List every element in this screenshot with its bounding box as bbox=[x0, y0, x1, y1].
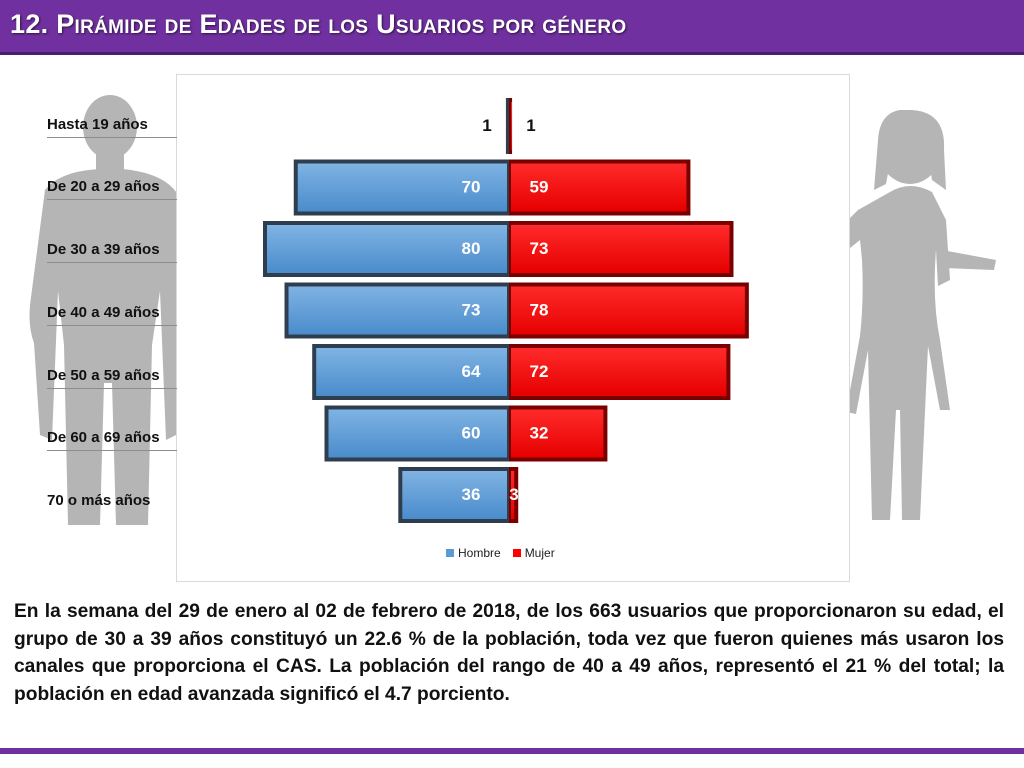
data-label-hombre-1: 70 bbox=[462, 178, 481, 197]
category-label-3: De 40 a 49 años bbox=[47, 304, 160, 321]
category-label-6: 70 o más años bbox=[47, 492, 151, 509]
legend-swatch-hombre bbox=[446, 549, 454, 557]
category-label-2: De 30 a 39 años bbox=[47, 241, 160, 258]
woman-silhouette-icon bbox=[766, 110, 996, 520]
bar-hombre-2 bbox=[267, 225, 507, 273]
footer-bar bbox=[0, 748, 1024, 754]
category-label-5: De 60 a 69 años bbox=[47, 429, 160, 446]
data-label-mujer-5: 32 bbox=[530, 424, 549, 443]
bar-hombre-3 bbox=[288, 286, 507, 335]
bar-frame-hombre-0 bbox=[505, 98, 509, 154]
data-label-hombre-5: 60 bbox=[462, 424, 481, 443]
category-label-4: De 50 a 59 años bbox=[47, 367, 160, 384]
bar-hombre-5 bbox=[328, 409, 507, 458]
legend-item-mujer: Mujer bbox=[512, 546, 555, 560]
data-label-hombre-3: 73 bbox=[462, 301, 481, 320]
category-rule-5 bbox=[47, 450, 177, 451]
data-label-mujer-1: 59 bbox=[530, 178, 549, 197]
bar-mujer-3 bbox=[511, 286, 745, 335]
data-label-mujer-3: 78 bbox=[530, 301, 549, 320]
chart-legend: Hombre Mujer bbox=[446, 546, 555, 560]
category-rule-3 bbox=[47, 325, 177, 326]
category-label-0: Hasta 19 años bbox=[47, 116, 148, 133]
bar-hombre-6 bbox=[402, 471, 507, 519]
data-label-mujer-4: 72 bbox=[530, 362, 549, 381]
man-silhouette-icon bbox=[29, 95, 191, 525]
bar-mujer-4 bbox=[511, 348, 727, 396]
data-label-hombre-0: 1 bbox=[482, 116, 491, 135]
category-rule-4 bbox=[47, 388, 177, 389]
data-label-hombre-4: 64 bbox=[462, 362, 481, 381]
legend-item-hombre: Hombre bbox=[446, 546, 501, 560]
bar-frame-mujer-0 bbox=[509, 98, 513, 154]
title-bar: 12. Pirámide de Edades de los Usuarios p… bbox=[0, 0, 1024, 52]
category-rule-1 bbox=[47, 199, 177, 200]
data-label-mujer-6: 3 bbox=[509, 485, 518, 504]
legend-label-mujer: Mujer bbox=[524, 546, 555, 560]
page-title: 12. Pirámide de Edades de los Usuarios p… bbox=[10, 9, 627, 39]
bar-mujer-2 bbox=[511, 225, 730, 273]
bar-hombre-1 bbox=[297, 163, 507, 212]
category-rule-2 bbox=[47, 262, 177, 263]
title-underline bbox=[0, 52, 1024, 55]
data-label-mujer-2: 73 bbox=[530, 239, 549, 258]
legend-swatch-mujer bbox=[512, 549, 521, 557]
bar-mujer-5 bbox=[511, 409, 604, 458]
bar-mujer-0 bbox=[511, 102, 512, 150]
category-label-1: De 20 a 29 años bbox=[47, 178, 160, 195]
bar-mujer-6 bbox=[511, 471, 515, 519]
bar-hombre-4 bbox=[316, 348, 507, 396]
data-label-mujer-0: 1 bbox=[526, 116, 535, 135]
legend-label-hombre: Hombre bbox=[458, 546, 501, 560]
description-text: En la semana del 29 de enero al 02 de fe… bbox=[14, 601, 1004, 705]
bar-mujer-1 bbox=[511, 163, 687, 212]
data-label-hombre-2: 80 bbox=[462, 239, 481, 258]
data-label-hombre-6: 36 bbox=[462, 485, 481, 504]
category-rule-0 bbox=[47, 137, 177, 138]
